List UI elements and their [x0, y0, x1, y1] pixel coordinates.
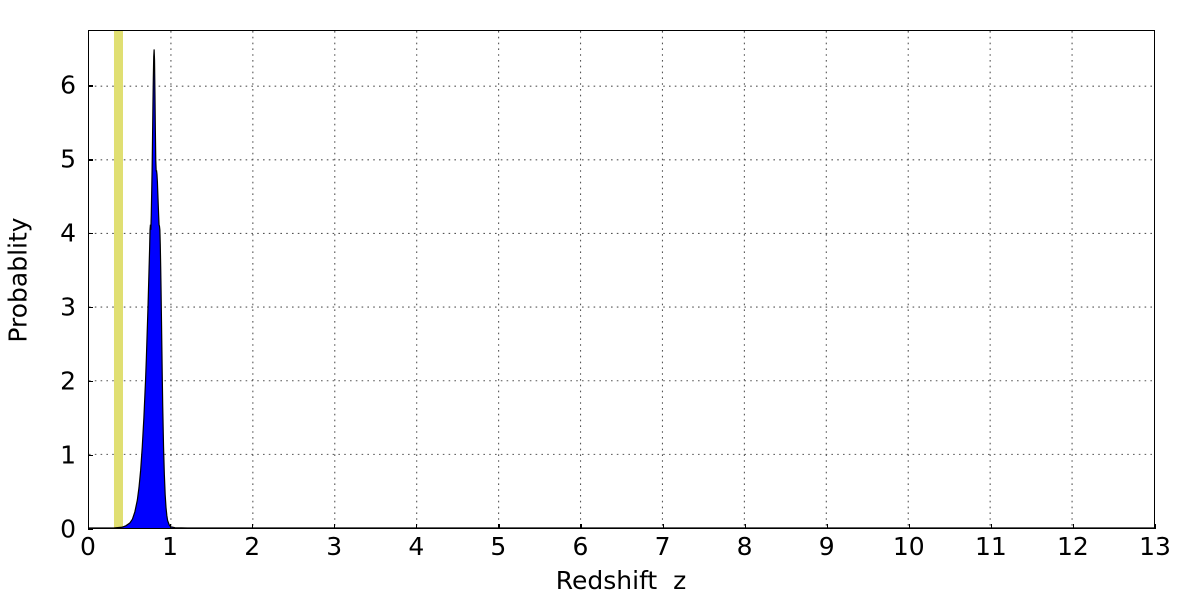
x-tick-label: 12 — [1057, 532, 1089, 561]
x-tick-label: 6 — [572, 532, 589, 561]
y-tick-label: 4 — [60, 218, 76, 248]
y-tick-label: 1 — [60, 440, 76, 470]
x-tick-mark — [498, 524, 500, 529]
plot-area — [88, 30, 1155, 529]
x-axis-label: Redshift z — [555, 566, 687, 595]
x-tick-label: 0 — [80, 532, 96, 561]
y-tick-label: 0 — [60, 514, 76, 544]
x-tick-label: 1 — [162, 532, 179, 561]
y-tick-mark — [88, 529, 93, 531]
x-tick-label: 11 — [974, 532, 1007, 561]
y-axis-label: Probablity — [3, 217, 33, 343]
x-tick-label: 8 — [736, 532, 753, 561]
x-tick-label: 3 — [326, 532, 343, 561]
grid-lines — [89, 31, 1154, 528]
x-tick-mark — [580, 524, 582, 529]
y-tick-label: 6 — [60, 70, 76, 100]
probability-curve — [89, 31, 1154, 528]
x-tick-mark — [416, 524, 418, 529]
x-tick-mark — [170, 524, 172, 529]
x-tick-label: 4 — [408, 532, 425, 561]
x-tick-label: 5 — [490, 532, 507, 561]
x-tick-mark — [1072, 524, 1075, 529]
x-tick-mark — [990, 524, 993, 529]
x-tick-mark — [88, 524, 90, 529]
x-tick-label: 2 — [244, 532, 261, 561]
x-tick-mark — [252, 524, 254, 529]
y-tick-mark — [88, 381, 93, 383]
y-tick-label: 5 — [60, 144, 76, 174]
y-tick-label: 3 — [60, 292, 76, 322]
x-tick-label: 7 — [654, 532, 671, 561]
x-tick-mark — [744, 524, 746, 529]
x-tick-label: 10 — [892, 532, 925, 561]
y-tick-label: 2 — [60, 366, 76, 396]
y-tick-mark — [88, 233, 93, 235]
y-tick-mark — [88, 85, 93, 87]
y-tick-mark — [88, 307, 93, 309]
x-tick-mark — [908, 524, 910, 529]
x-tick-mark — [826, 524, 828, 529]
x-tick-label: 13 — [1139, 532, 1171, 561]
y-tick-mark — [88, 159, 93, 161]
x-tick-mark — [1155, 524, 1157, 529]
x-tick-label: 9 — [818, 532, 835, 561]
x-tick-mark — [334, 524, 336, 529]
y-tick-mark — [88, 455, 93, 457]
x-tick-mark — [662, 524, 664, 529]
vertical-band-layer — [113, 31, 123, 528]
